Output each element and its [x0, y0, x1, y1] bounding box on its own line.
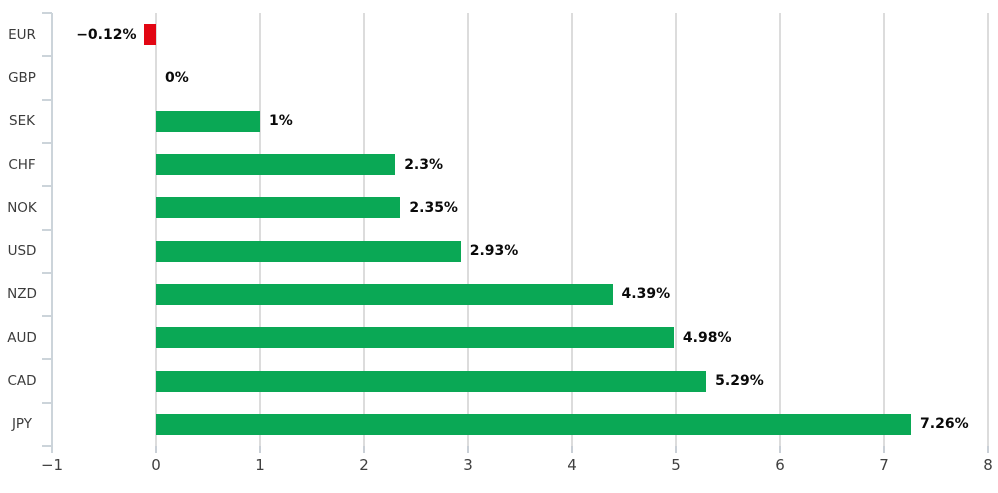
bar-value-label: 7.26%	[920, 416, 969, 433]
bar-jpy	[156, 413, 912, 435]
bar-value-label: 4.98%	[682, 329, 732, 346]
bar-value-label: 2.3%	[404, 156, 444, 173]
x-axis-tick-label: 8	[983, 456, 993, 474]
x-axis-tick	[363, 446, 365, 453]
x-axis-tick	[675, 446, 677, 453]
x-axis-tick	[467, 446, 469, 453]
category-axis-tick	[42, 12, 52, 14]
gridline	[571, 13, 573, 446]
bar-chf	[156, 154, 396, 176]
x-axis-tick	[571, 446, 573, 453]
bar-cad	[156, 370, 707, 392]
category-label: AUD	[7, 329, 37, 346]
category-axis-tick	[42, 185, 52, 188]
x-axis-tick-label: 3	[463, 456, 473, 474]
x-axis-tick	[259, 446, 261, 453]
gridline	[467, 13, 469, 446]
category-axis-tick	[42, 228, 52, 231]
bar-aud	[156, 327, 674, 349]
x-axis-tick-label: −1	[40, 456, 64, 474]
category-label: CAD	[7, 373, 37, 390]
category-axis-tick	[42, 55, 52, 58]
category-label: NZD	[7, 286, 37, 303]
x-axis-tick	[779, 446, 781, 453]
gridline	[155, 13, 157, 446]
bar-value-label: 5.29%	[715, 373, 764, 390]
category-label: JPY	[11, 416, 33, 433]
category-axis-line	[51, 13, 53, 453]
gridline	[779, 13, 781, 446]
gridline	[987, 13, 989, 446]
category-label: USD	[7, 243, 37, 260]
x-axis-tick	[987, 446, 989, 453]
category-label: GBP	[8, 69, 36, 86]
x-axis-tick	[883, 446, 885, 453]
bar-eur	[143, 24, 156, 46]
gridline	[675, 13, 677, 446]
x-axis-tick-label: 0	[151, 456, 161, 474]
category-axis-tick	[42, 271, 52, 274]
bar-usd	[156, 240, 461, 262]
category-axis-tick	[42, 315, 52, 318]
bar-value-label: 2.35%	[409, 199, 458, 216]
bar-nzd	[156, 283, 613, 305]
bar-value-label: 2.93%	[469, 243, 519, 260]
gridline	[363, 13, 365, 446]
category-label: NOK	[7, 199, 37, 216]
bar-value-label: −0.12%	[76, 26, 137, 43]
category-label: EUR	[8, 26, 36, 43]
x-axis-tick-label: 2	[359, 456, 369, 474]
bar-value-label: 4.39%	[621, 286, 671, 303]
bar-value-label: 0%	[165, 69, 189, 86]
gridline	[259, 13, 261, 446]
x-axis-tick-label: 1	[255, 456, 265, 474]
bar-sek	[156, 110, 260, 132]
category-axis-tick	[42, 141, 52, 144]
category-axis-tick	[42, 98, 52, 101]
category-axis-tick	[42, 445, 52, 447]
x-axis-tick-label: 4	[567, 456, 577, 474]
bar-value-label: 1%	[269, 113, 293, 130]
x-axis-tick-label: 7	[879, 456, 889, 474]
category-axis-tick	[42, 401, 52, 404]
x-axis-tick	[155, 446, 157, 453]
bar-nok	[156, 197, 401, 219]
category-label: CHF	[8, 156, 36, 173]
category-label: SEK	[9, 113, 35, 130]
gridline	[883, 13, 885, 446]
category-axis-tick	[42, 358, 52, 361]
x-axis-tick-label: 5	[671, 456, 681, 474]
x-axis-tick-label: 6	[775, 456, 785, 474]
